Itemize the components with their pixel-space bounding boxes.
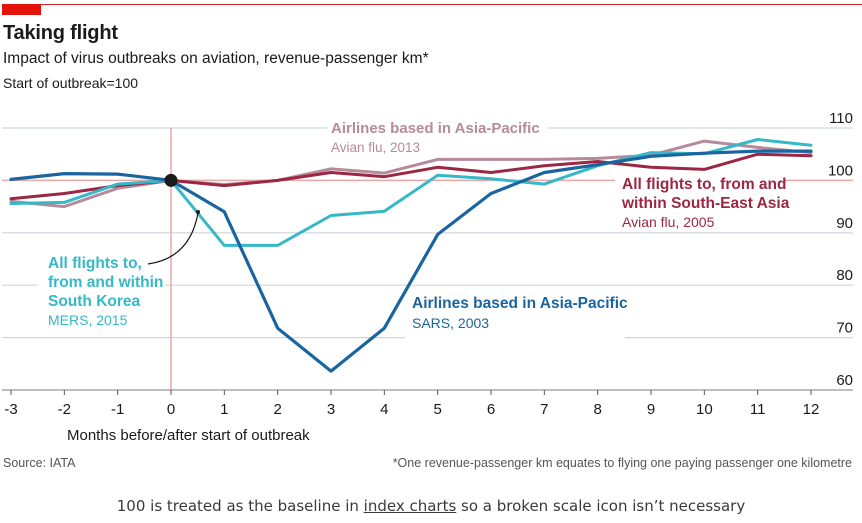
label-background — [37, 278, 165, 292]
x-tick-label: -3 — [4, 401, 17, 418]
annotation-leader-line — [147, 212, 199, 265]
x-tick-label: 1 — [220, 401, 228, 418]
source-note: Source: IATA — [3, 456, 76, 470]
annotation-name-avian2013: Airlines based in Asia-Pacific — [331, 120, 540, 137]
x-tick-label: 12 — [803, 401, 820, 418]
y-axis-ticks: 110 100 90 80 70 60 — [828, 110, 853, 389]
label-background — [328, 121, 548, 135]
origin-point — [164, 173, 178, 187]
y-tick-label: 70 — [836, 320, 853, 337]
chart-subtitle: Impact of virus outbreaks on aviation, r… — [3, 50, 429, 67]
series-lines — [9, 138, 813, 373]
caption-text-before: 100 is treated as the baseline in — [116, 497, 364, 515]
x-tick-label: 3 — [327, 401, 335, 418]
chart-title: Taking flight — [3, 22, 118, 44]
chart-note: Start of outbreak=100 — [3, 75, 139, 91]
x-tick-label: 11 — [750, 401, 766, 418]
label-background — [405, 330, 625, 344]
x-tick-label: -2 — [58, 401, 71, 418]
y-tick-label: 80 — [836, 267, 853, 284]
annotation-event-sars: SARS, 2003 — [412, 315, 489, 331]
annotation-event-avian2005: Avian flu, 2005 — [622, 214, 715, 230]
label-background — [615, 172, 785, 186]
annotation-name-mers: from and within — [48, 274, 163, 291]
annotation-event-avian2013: Avian flu, 2013 — [331, 140, 420, 155]
y-tick-label: 60 — [836, 372, 853, 389]
y-tick-label: 110 — [829, 110, 853, 127]
x-tick-label: 10 — [696, 401, 713, 418]
y-tick-label: 100 — [828, 162, 853, 179]
y-tick-label: 90 — [836, 215, 853, 232]
x-tick-label: 8 — [593, 401, 601, 418]
top-rule — [2, 4, 862, 5]
annotation-labels: Airlines based in Asia-Pacific Avian flu,… — [48, 120, 790, 331]
brand-tag — [2, 4, 41, 15]
annotation-name-mers: All flights to, — [48, 255, 142, 272]
x-tick-label: 7 — [540, 401, 548, 418]
annotation-name-mers: South Korea — [48, 293, 141, 310]
x-tick-label: 2 — [273, 401, 281, 418]
x-tick-label: 6 — [487, 401, 495, 418]
x-axis: -3 -2 -1 0 1 2 3 4 5 6 7 8 9 10 11 12 — [2, 389, 853, 418]
annotation-name-sars: Airlines based in Asia-Pacific — [412, 295, 628, 312]
x-axis-label: Months before/after start of outbreak — [67, 427, 310, 444]
index-charts-link[interactable]: index charts — [363, 497, 457, 515]
x-tick-label: 5 — [433, 401, 441, 418]
annotation-event-mers: MERS, 2015 — [48, 312, 128, 328]
caption: 100 is treated as the baseline in index … — [0, 497, 862, 515]
annotation-name-avian2005: All flights to, from and — [622, 176, 786, 193]
x-tick-label: 9 — [647, 401, 655, 418]
x-tick-label: 0 — [167, 401, 175, 418]
footnote: *One revenue-passenger km equates to fly… — [392, 456, 852, 470]
annotation-name-avian2005: within South-East Asia — [621, 195, 790, 212]
x-tick-label: -1 — [111, 401, 124, 418]
x-tick-label: 4 — [380, 401, 388, 418]
caption-text-after: so a broken scale icon isn’t necessary — [456, 497, 746, 515]
annotation-labels-bg — [37, 121, 785, 344]
annotation-leader-dot — [196, 210, 200, 214]
series-line-sars — [9, 149, 813, 373]
